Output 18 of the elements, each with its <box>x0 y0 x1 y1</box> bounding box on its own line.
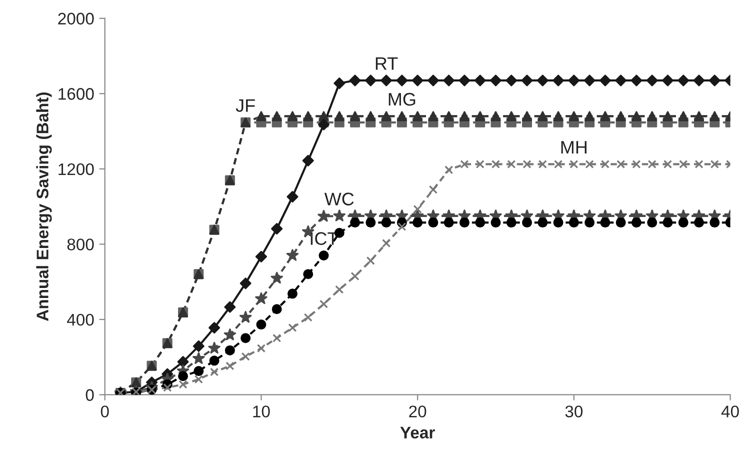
y-tick-label: 1600 <box>58 88 94 100</box>
x-tick-label: 10 <box>253 406 270 418</box>
annotation: MG <box>388 92 416 106</box>
x-tick-label: 0 <box>100 406 109 418</box>
annotation: MH <box>561 141 586 154</box>
annotation: RT <box>376 57 398 70</box>
y-tick-label: 400 <box>67 314 94 326</box>
y-tick-label: 2000 <box>58 12 94 25</box>
y-tick-label: 800 <box>67 238 94 250</box>
x-tick-label: 20 <box>409 406 426 418</box>
y-tick-label: 1200 <box>58 163 94 176</box>
annotation: WC <box>324 192 354 206</box>
annotation: JF <box>236 99 255 112</box>
x-tick-label: 30 <box>565 406 583 418</box>
x-tick-label: 40 <box>721 406 739 418</box>
y-axis-title: Annual Energy Saving (Baht) <box>36 92 52 321</box>
x-axis-title: Year <box>400 426 435 438</box>
y-tick-label: 0 <box>86 389 94 401</box>
